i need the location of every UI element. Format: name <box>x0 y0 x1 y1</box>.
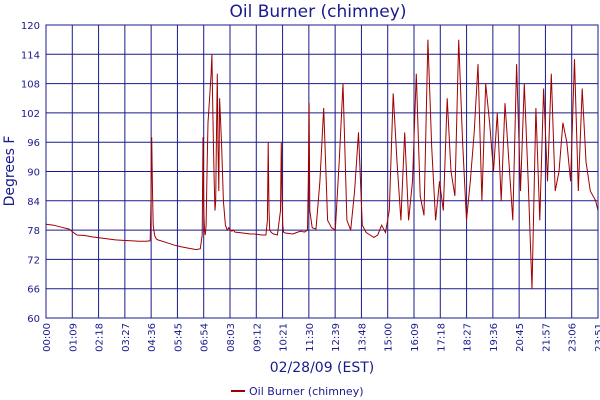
y-axis-label: Degrees F <box>2 136 18 207</box>
x-tick-label: 23:51 <box>594 323 600 352</box>
y-tick-label: 90 <box>27 168 40 179</box>
y-tick-label: 66 <box>27 285 40 296</box>
legend-label: Oil Burner (chimney) <box>249 385 364 398</box>
x-tick-label: 23:06 <box>568 323 579 352</box>
x-axis-label: 02/28/09 (EST) <box>270 360 375 376</box>
x-tick-label: 09:12 <box>252 323 263 352</box>
y-tick-label: 84 <box>27 197 40 208</box>
y-tick-label: 60 <box>27 314 40 325</box>
x-tick-label: 02:18 <box>95 323 106 352</box>
x-tick-label: 04:36 <box>147 323 158 352</box>
x-tick-label: 13:48 <box>357 323 368 352</box>
y-tick-label: 72 <box>27 255 40 266</box>
y-tick-label: 120 <box>21 21 40 32</box>
y-axis-ticks: 60 66 72 78 84 90 96 102 108 114 120 <box>21 21 40 325</box>
x-tick-label: 15:00 <box>384 323 395 352</box>
plot-border <box>45 24 599 319</box>
x-tick-label: 03:27 <box>121 323 132 352</box>
x-tick-label: 18:27 <box>463 323 474 352</box>
x-tick-label: 11:30 <box>305 323 316 352</box>
x-tick-label: 17:18 <box>436 323 447 352</box>
x-tick-label: 00:00 <box>42 323 53 352</box>
y-tick-label: 114 <box>21 50 40 61</box>
y-tick-label: 102 <box>21 109 40 120</box>
x-axis-ticks: 00:00 01:09 02:18 03:27 04:36 05:45 06:54 08:03… <box>42 323 600 352</box>
y-tick-label: 96 <box>27 138 40 149</box>
y-tick-label: 108 <box>21 80 40 91</box>
x-tick-label: 20:45 <box>515 323 526 352</box>
y-tick-label: 78 <box>27 226 40 237</box>
x-tick-label: 01:09 <box>68 323 79 352</box>
x-tick-label: 10:21 <box>279 323 290 352</box>
legend: Oil Burner (chimney) <box>231 385 364 398</box>
x-tick-label: 06:54 <box>200 323 211 352</box>
x-tick-label: 21:57 <box>541 323 552 352</box>
x-tick-label: 08:03 <box>226 323 237 352</box>
x-tick-label: 05:45 <box>173 323 184 352</box>
x-tick-label: 12:39 <box>331 323 342 352</box>
chart-title: Oil Burner (chimney) <box>230 2 407 22</box>
x-tick-label: 19:36 <box>489 323 500 352</box>
series-line-oil-burner <box>45 39 599 289</box>
x-tick-label: 16:09 <box>410 323 421 352</box>
